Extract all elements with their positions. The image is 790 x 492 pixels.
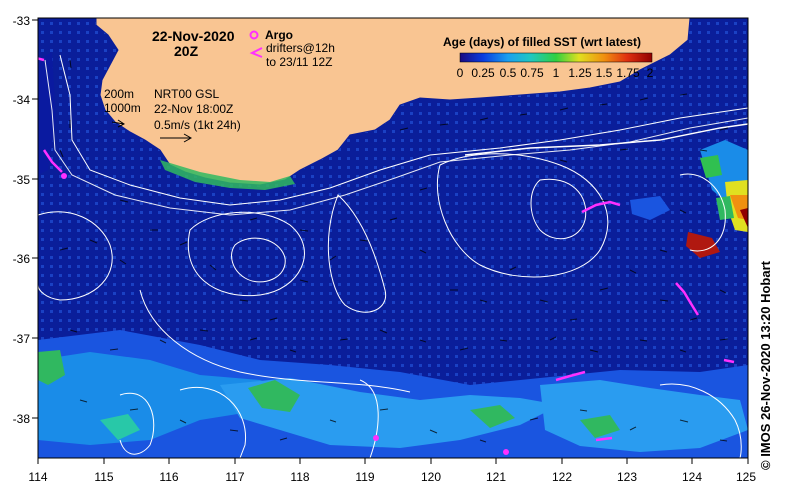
sst-age-patches bbox=[38, 52, 748, 458]
bathymetry-contours bbox=[38, 54, 748, 458]
longitude-labels: 114 115 116 117 118 119 120 121 122 123 … bbox=[28, 470, 756, 484]
lon-tick-123: 123 bbox=[617, 470, 637, 484]
lat-tick-38: -38 bbox=[13, 412, 31, 426]
lat-tick-36: -36 bbox=[13, 252, 31, 266]
current-vectors bbox=[59, 59, 729, 443]
lon-tick-122: 122 bbox=[552, 470, 572, 484]
lon-tick-117: 117 bbox=[225, 470, 244, 484]
age-tick-0-25: 0.25 bbox=[471, 66, 495, 80]
lon-tick-125: 125 bbox=[736, 470, 756, 484]
lat-tick-37: -37 bbox=[13, 332, 31, 346]
age-tick-1-75: 1.75 bbox=[616, 66, 640, 80]
age-tick-2: 2 bbox=[647, 66, 654, 80]
age-colorbar bbox=[459, 52, 653, 63]
scale-arrow-icon bbox=[160, 133, 193, 143]
info-line3: 0.5m/s (1kt 24h) bbox=[154, 118, 241, 132]
age-colorbar-legend: Age (days) of filled SST (wrt latest) 0 … bbox=[443, 35, 654, 80]
map-frame bbox=[37, 17, 749, 459]
axis-ticks bbox=[32, 19, 749, 464]
contour-label-200m: 200m bbox=[104, 87, 134, 101]
drifters-label-line1: drifters@12h bbox=[266, 41, 335, 55]
land-coast-green bbox=[160, 160, 295, 190]
lon-tick-124: 124 bbox=[682, 470, 702, 484]
latitude-labels: -33 -34 -35 -36 -37 -38 bbox=[13, 14, 31, 426]
lat-tick-34: -34 bbox=[13, 93, 31, 107]
info-line1: NRT00 GSL bbox=[154, 87, 219, 101]
lat-tick-33: -33 bbox=[13, 14, 31, 28]
argo-marker-icon bbox=[249, 30, 259, 40]
age-colorbar-title: Age (days) of filled SST (wrt latest) bbox=[443, 35, 641, 49]
drifter-tracks bbox=[38, 57, 735, 442]
contour-pointer-icon bbox=[111, 119, 125, 128]
age-tick-0-5: 0.5 bbox=[500, 66, 517, 80]
age-tick-1-25: 1.25 bbox=[568, 66, 592, 80]
drifters-label-line2: to 23/11 12Z bbox=[266, 55, 333, 69]
age-tick-1-5: 1.5 bbox=[596, 66, 613, 80]
argo-floats bbox=[61, 173, 509, 455]
lon-tick-115: 115 bbox=[94, 470, 113, 484]
lon-tick-119: 119 bbox=[355, 470, 374, 484]
lon-tick-121: 121 bbox=[486, 470, 506, 484]
imos-credit: © IMOS 26-Nov-2020 13:20 Hobart bbox=[758, 261, 773, 470]
age-tick-0: 0 bbox=[457, 66, 464, 80]
map-date: 22-Nov-2020 bbox=[152, 28, 235, 44]
lon-tick-120: 120 bbox=[421, 470, 441, 484]
age-tick-1: 1 bbox=[553, 66, 560, 80]
lat-tick-35: -35 bbox=[13, 173, 31, 187]
info-line2: 22-Nov 18:00Z bbox=[154, 102, 233, 116]
argo-legend: Argo drifters@12h to 23/11 12Z bbox=[249, 28, 335, 69]
lon-tick-114: 114 bbox=[28, 470, 47, 484]
drifter-marker-icon bbox=[249, 47, 263, 58]
age-tick-0-75: 0.75 bbox=[520, 66, 544, 80]
lon-tick-118: 118 bbox=[290, 470, 309, 484]
map-time: 20Z bbox=[174, 43, 199, 59]
lon-tick-116: 116 bbox=[159, 470, 178, 484]
contour-label-1000m: 1000m bbox=[104, 101, 141, 115]
argo-label: Argo bbox=[265, 28, 293, 42]
info-block: NRT00 GSL 22-Nov 18:00Z 0.5m/s (1kt 24h) bbox=[154, 87, 241, 143]
